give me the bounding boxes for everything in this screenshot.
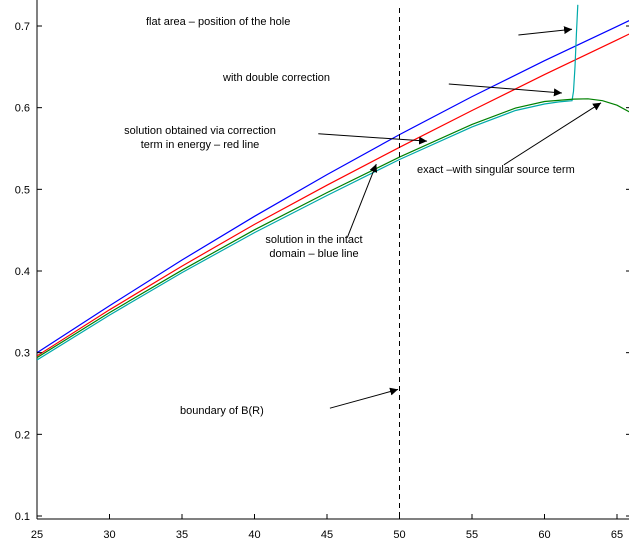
x-tick-label: 60: [538, 529, 550, 541]
annotation-text: boundary of B(R): [180, 405, 264, 417]
annotation-text: solution obtained via correction term in …: [124, 125, 276, 151]
annotation-text: solution in the intact domain – blue line: [265, 234, 362, 260]
annotation-text: flat area – position of the hole: [146, 16, 290, 28]
y-tick-label: 0.7: [15, 21, 30, 33]
x-tick-label: 65: [611, 529, 623, 541]
annotation-layer: flat area – position of the hole with dou…: [124, 16, 602, 417]
series-line-2: [37, 4, 579, 361]
series-line-0: [37, 20, 629, 354]
x-tick-label: 50: [393, 529, 405, 541]
annotation-4: solution in the intact domain – blue line: [265, 163, 378, 260]
y-tick-label: 0.1: [15, 511, 30, 523]
y-tick-label: 0.5: [15, 184, 30, 196]
series-line-3: [37, 98, 629, 359]
y-tick-label: 0.4: [15, 266, 30, 278]
annotation-5: boundary of B(R): [180, 387, 399, 417]
annotation-1: with double correction: [222, 72, 562, 97]
annotation-arrow: [448, 83, 562, 97]
annotation-0: flat area – position of the hole: [146, 16, 573, 36]
y-tick-label: 0.3: [15, 348, 30, 360]
annotation-arrow: [329, 387, 399, 409]
y-tick-label: 0.2: [15, 429, 30, 441]
plot-frame: [36, 0, 629, 520]
annotation-text: exact –with singular source term: [417, 164, 575, 176]
x-tick-label: 35: [176, 529, 188, 541]
annotation-2: solution obtained via correction term in …: [124, 125, 428, 151]
annotation-arrow: [318, 133, 428, 145]
x-tick-label: 25: [31, 529, 43, 541]
axes-layer: 25 30 35 40 45 50 55 60 65 0.1 0.2 0.3 0.4 0.5 0.6 0.7: [15, 21, 629, 541]
annotation-arrow: [346, 163, 378, 238]
x-tick-label: 30: [103, 529, 115, 541]
series-line-1: [37, 33, 629, 357]
series-layer: [37, 4, 629, 361]
annotation-text: with double correction: [222, 72, 330, 84]
y-tick-label: 0.6: [15, 103, 30, 115]
annotation-3: exact –with singular source term: [417, 102, 602, 176]
annotation-arrow: [503, 102, 602, 166]
x-tick-label: 55: [466, 529, 478, 541]
annotation-arrow: [518, 26, 573, 36]
x-tick-label: 45: [321, 529, 333, 541]
x-tick-label: 40: [248, 529, 260, 541]
